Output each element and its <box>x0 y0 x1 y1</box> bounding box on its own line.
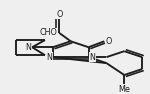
Text: Me: Me <box>118 85 130 94</box>
Text: N: N <box>46 53 52 62</box>
Text: N: N <box>26 43 32 52</box>
Text: O: O <box>56 10 62 19</box>
Text: CHO: CHO <box>40 28 58 37</box>
Text: O: O <box>106 37 112 46</box>
Text: N: N <box>89 53 95 62</box>
